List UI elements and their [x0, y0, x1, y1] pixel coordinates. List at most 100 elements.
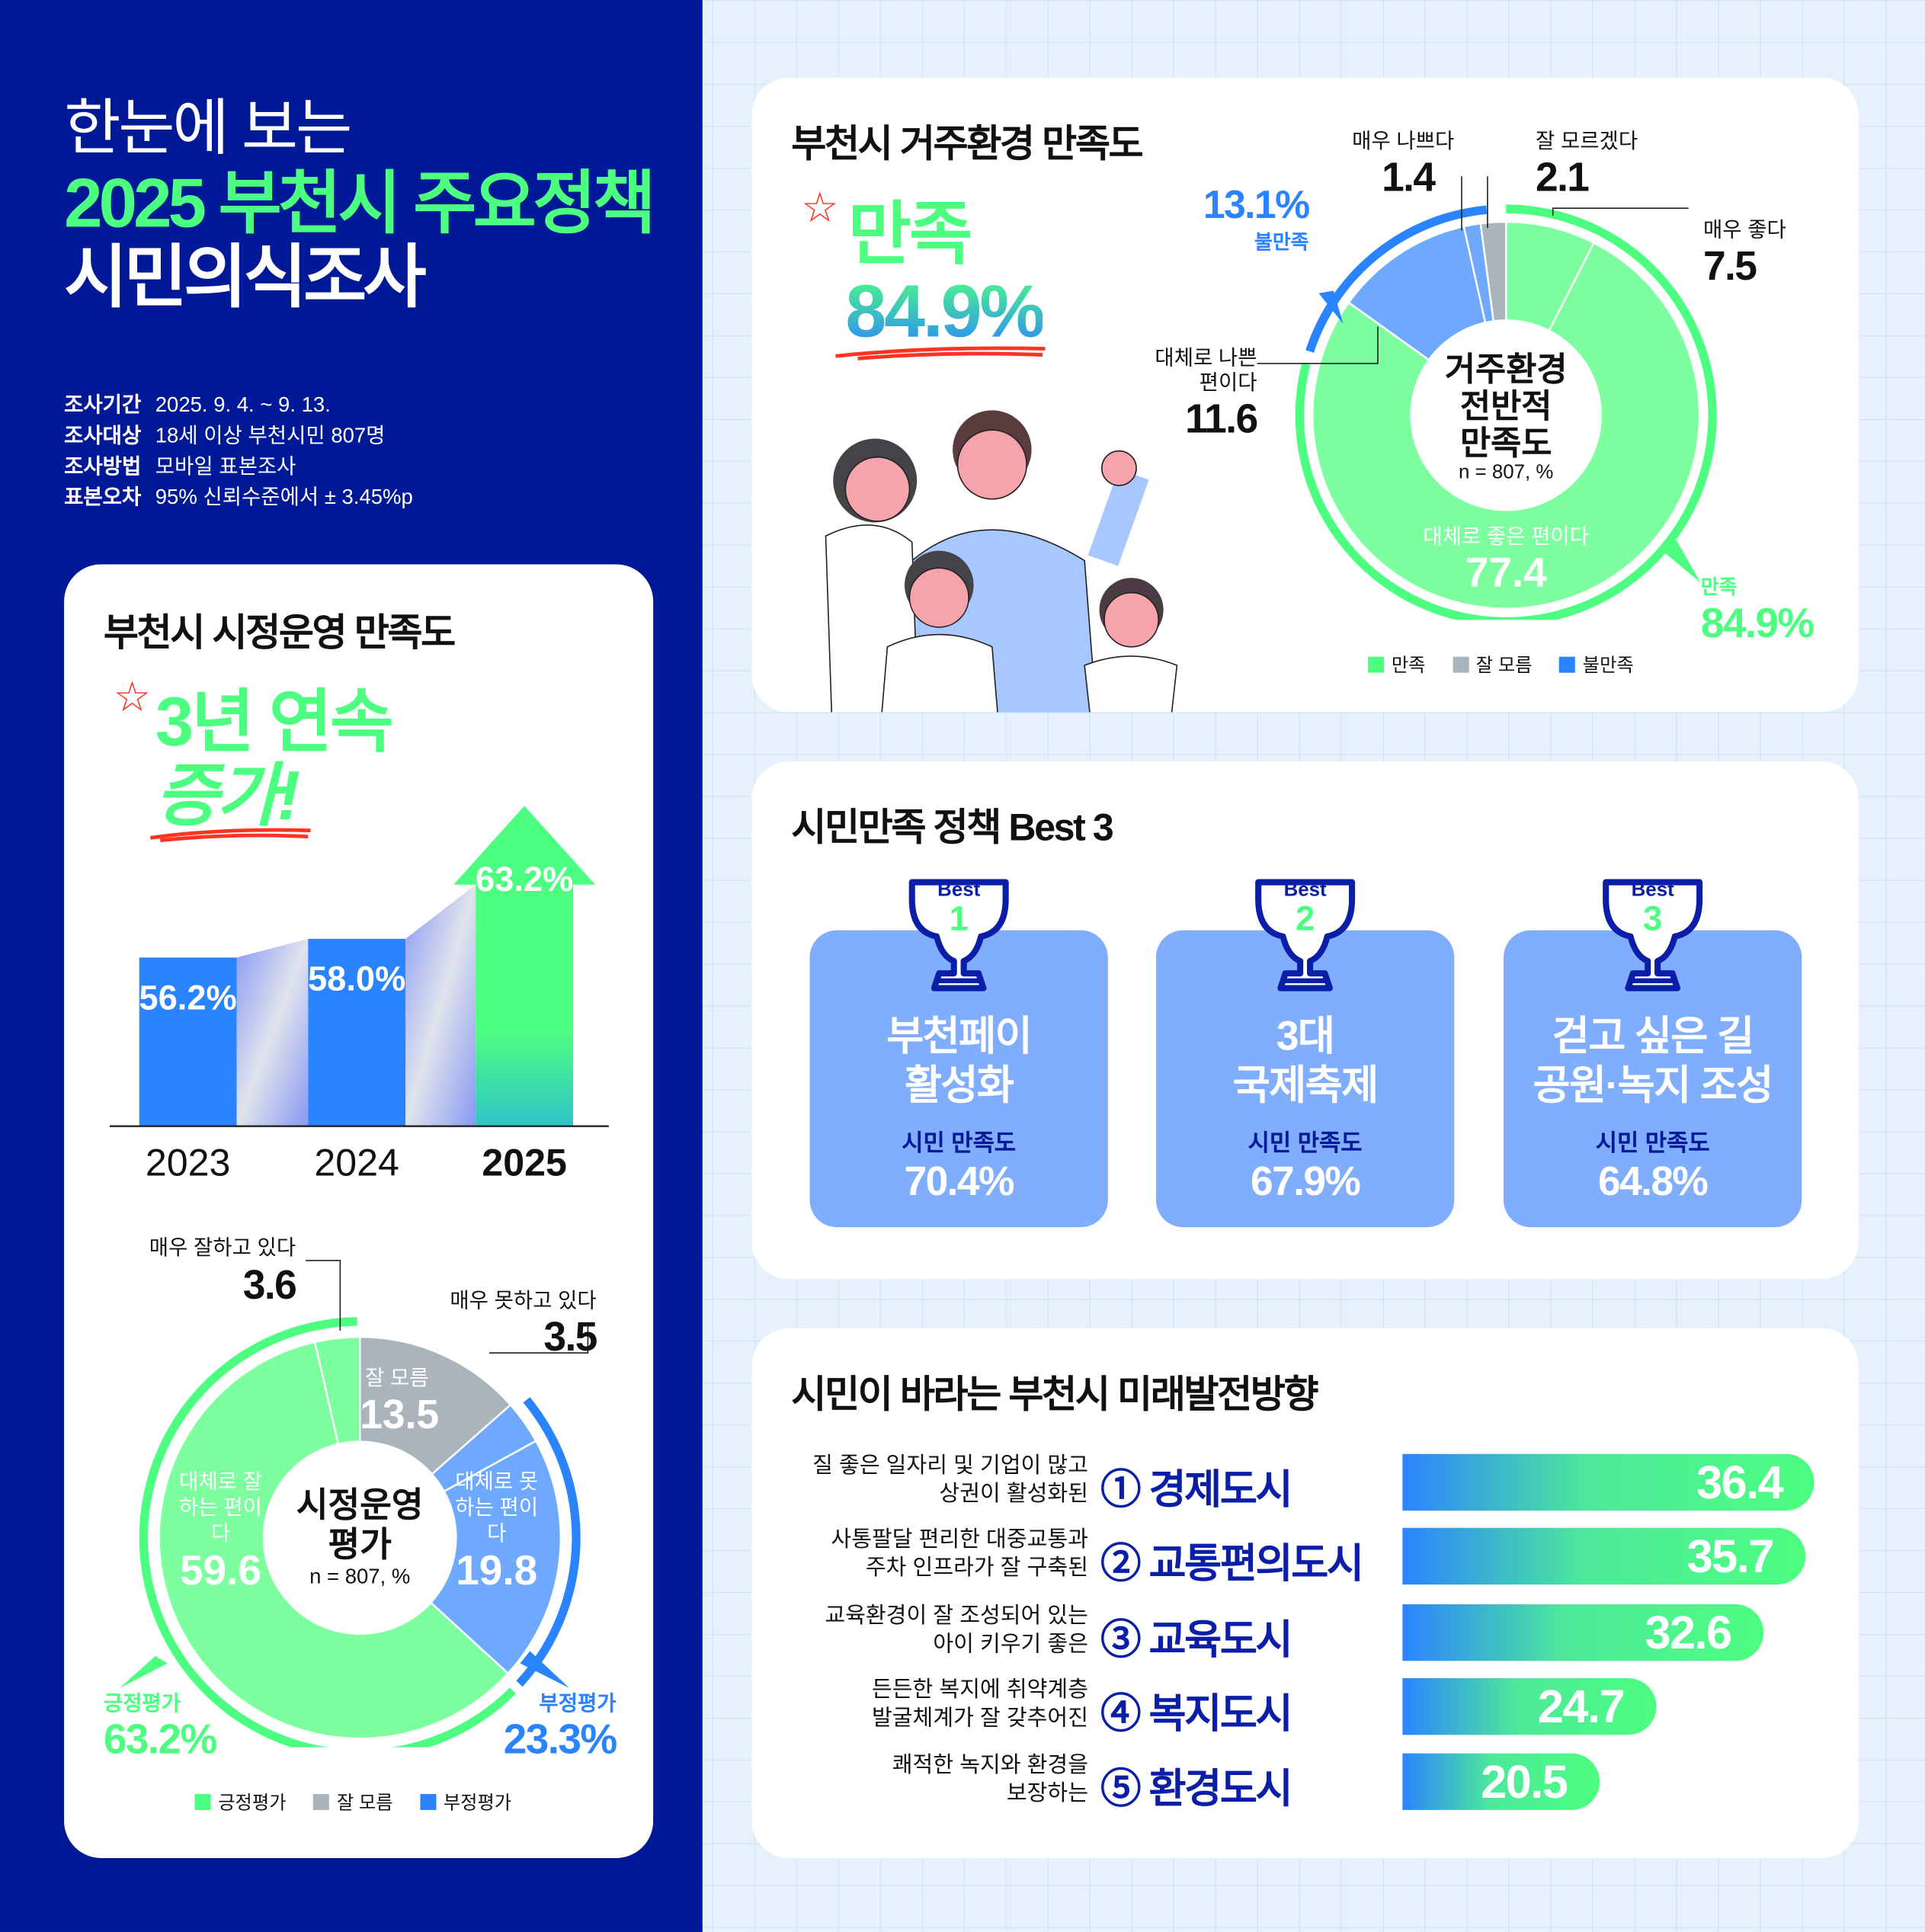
- year-tick-label: 2024: [314, 1141, 399, 1180]
- mostly-good-label: 대체로 좋은 편이다 77.4: [1423, 524, 1590, 597]
- policy-name: 3대 국제축제: [1232, 1012, 1379, 1108]
- positive-total: 긍정평가 63.2%: [103, 1691, 217, 1764]
- legend: 긍정평가 잘 모름 부정평가: [194, 1789, 511, 1815]
- donut-center: 시정운영 평가 n = 807, %: [296, 1485, 424, 1588]
- residential-card: 부천시 거주환경 만족도 ☆ 만족 84.9% 매우 나쁘다 1.4 잘 모르겠…: [751, 77, 1859, 713]
- legend: 만족 잘 모름 불만족: [1368, 652, 1634, 678]
- underline-scribble: [835, 346, 1046, 360]
- donut-slice: [359, 1335, 512, 1475]
- bar-value: 20.5: [1481, 1757, 1568, 1809]
- info-row: 조사대상 18세 이상 부천시민 807명: [64, 424, 386, 447]
- legend-dontknow: 잘 모름: [313, 1789, 393, 1815]
- residential-donut-chart: [1257, 176, 1717, 620]
- star-icon: ☆: [801, 184, 839, 232]
- negative-total: 부정평가 23.3%: [503, 1691, 617, 1764]
- trophy-icon: Best 1: [902, 873, 1016, 993]
- direction-description: 교육환경이 잘 조성되어 있는 아이 키우기 좋은: [825, 1603, 1088, 1656]
- card-title: 시민만족 정책 Best 3: [791, 806, 1114, 849]
- direction-description: 쾌적한 녹지와 환경을 보장하는: [892, 1751, 1088, 1805]
- pointer: [1664, 540, 1701, 583]
- donut-center: 거주환경 전반적 만족도 n = 807, %: [1444, 351, 1568, 483]
- negative-ring: [516, 1397, 581, 1687]
- pointer: [520, 1651, 570, 1688]
- city-admin-card: 부천시 시정운영 만족도 ☆ 3년 연속 증가! 56.2% 2023 58.0% 2…: [64, 564, 654, 1858]
- card-title: 부천시 시정운영 만족도: [103, 610, 456, 655]
- sat-label: 시민 만족도: [1248, 1131, 1363, 1158]
- year-tick-label: 2025: [482, 1141, 567, 1180]
- leader-line: [1257, 326, 1379, 364]
- label-very-good: 매우 좋다: [1702, 218, 1786, 242]
- value-very-bad: 3.5: [543, 1313, 597, 1360]
- bar-value: 35.7: [1686, 1531, 1774, 1584]
- headline-label: 만족: [847, 194, 972, 273]
- legend-negative: 부정평가: [420, 1789, 511, 1815]
- direction-description: 질 좋은 일자리 및 기업이 많고 상권이 활성화된: [812, 1453, 1088, 1506]
- value-very-good: 7.5: [1702, 242, 1757, 289]
- legend-dissatisfied: 불만족: [1559, 652, 1634, 678]
- bar-value: 24.7: [1537, 1681, 1626, 1734]
- trophy-icon: Best 3: [1596, 873, 1709, 993]
- year-tick-label: 2023: [146, 1141, 231, 1180]
- value-mostly-bad: 11.6: [1185, 395, 1258, 441]
- direction-bar: 35.7: [1402, 1527, 1805, 1585]
- satisfied-total: 만족 84.9%: [1700, 578, 1814, 647]
- direction-bar: 20.5: [1402, 1753, 1600, 1810]
- label-very-good: 매우 잘하고 있다: [149, 1235, 296, 1260]
- bar-value: 36.4: [1696, 1457, 1784, 1510]
- leader-line: [1552, 207, 1689, 216]
- mostly-good-label: 대체로 잘하는 편이다 59.6: [179, 1469, 262, 1595]
- bar-2023: [139, 957, 237, 1126]
- policy-name: 부천페이 활성화: [886, 1012, 1033, 1108]
- yearly-bar-chart: 56.2% 2023 58.0% 2024 63.2% 2025: [109, 806, 609, 1181]
- label-very-bad: 매우 못하고 있다: [450, 1289, 597, 1312]
- bar-arrow-2025: [453, 806, 596, 1126]
- dontknow-label: 잘 모름 13.5: [360, 1366, 440, 1437]
- direction-row: 쾌적한 녹지와 환경을 보장하는 ⑤ 환경도시 20.5: [789, 1751, 1824, 1812]
- value-very-good: 3.6: [242, 1261, 297, 1308]
- info-row: 조사기간 2025. 9. 4. ~ 9. 13.: [64, 392, 331, 417]
- card-title: 시민이 바라는 부천시 미래발전방향: [791, 1373, 1318, 1416]
- donut-slice: [1479, 220, 1507, 322]
- future-direction-card: 시민이 바라는 부천시 미래발전방향: [751, 1328, 1859, 1858]
- title-line2: 2025 부천시 주요정책: [64, 164, 656, 242]
- connector: [405, 884, 476, 1126]
- title-line3: 시민의식조사: [64, 238, 427, 316]
- underline-scribble: [149, 828, 311, 843]
- donut-slice: [1312, 242, 1701, 610]
- direction-bar: 36.4: [1402, 1453, 1815, 1511]
- direction-name: ① 경제도시: [1100, 1466, 1292, 1512]
- sat-label: 시민 만족도: [1595, 1131, 1710, 1158]
- label-mostly-bad: 대체로 나쁜 편이다: [1155, 346, 1257, 395]
- sat-label: 시민 만족도: [902, 1131, 1017, 1158]
- direction-bar: 32.6: [1402, 1604, 1763, 1661]
- legend-dontknow: 잘 모름: [1453, 652, 1532, 678]
- direction-description: 든든한 복지에 취약계층 발굴체계가 잘 갖추어진: [871, 1677, 1088, 1730]
- bar-value: 32.6: [1645, 1607, 1732, 1660]
- sat-value: 70.4%: [904, 1158, 1015, 1204]
- direction-name: ② 교통편의도시: [1100, 1540, 1364, 1586]
- label-very-bad: 매우 나쁘다: [1352, 129, 1455, 153]
- admin-donut-chart: [119, 1260, 589, 1748]
- direction-name: ④ 복지도시: [1100, 1690, 1292, 1736]
- direction-description: 사통팔달 편리한 대중교통과 주차 인프라가 잘 구축된: [831, 1527, 1088, 1580]
- pointer: [119, 1655, 168, 1688]
- value-dont-know: 2.1: [1536, 154, 1590, 200]
- leader-line: [489, 1323, 589, 1354]
- dissatisfied-total: 13.1% 불만족: [1203, 182, 1310, 255]
- direction-row: 교육환경이 잘 조성되어 있는 아이 키우기 좋은 ③ 교육도시 32.6: [789, 1602, 1824, 1664]
- donut-slice: [313, 1335, 361, 1446]
- mostly-bad-label: 대체로 못하는 편이다 19.8: [455, 1469, 539, 1595]
- direction-name: ⑤ 환경도시: [1100, 1765, 1292, 1812]
- trophy-icon: Best 2: [1248, 873, 1362, 993]
- title-line1: 한눈에 보는: [64, 93, 352, 163]
- family-illustration: [825, 410, 1178, 713]
- label-dont-know: 잘 모르겠다: [1536, 129, 1638, 153]
- info-row: 조사방법 모바일 표본조사: [64, 454, 296, 479]
- leader-line: [306, 1260, 341, 1331]
- direction-row: 사통팔달 편리한 대중교통과 주차 인프라가 잘 구축된 ② 교통편의도시 35.…: [789, 1525, 1824, 1587]
- card-title: 부천시 거주환경 만족도: [791, 122, 1143, 165]
- bar-value-label: 56.2%: [139, 978, 236, 1017]
- legend-positive: 긍정평가: [194, 1789, 287, 1815]
- donut-slice: [429, 1440, 562, 1675]
